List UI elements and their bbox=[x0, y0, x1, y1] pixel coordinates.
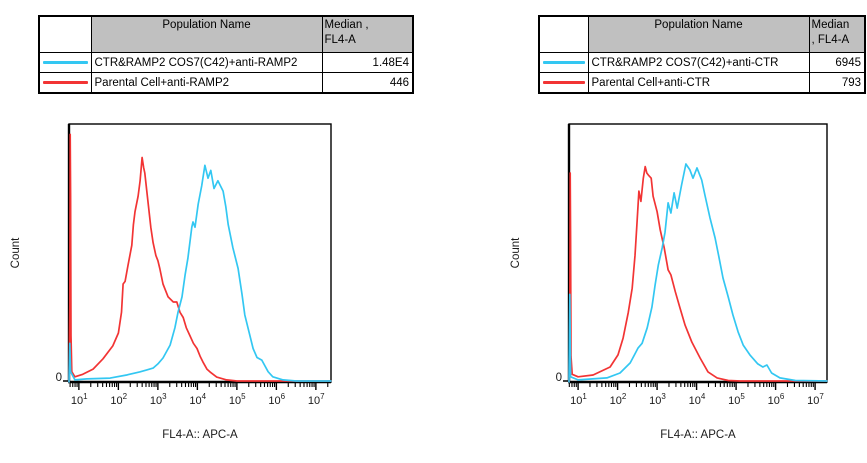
y-axis-label-count-right: Count bbox=[510, 237, 522, 269]
x-axis-ticks bbox=[568, 383, 816, 390]
x-tick-label: 103 bbox=[150, 392, 167, 407]
histogram-curve bbox=[68, 164, 332, 383]
legend-header-row: Population Name Median , FL4-A bbox=[38, 15, 414, 53]
red-series-swatch bbox=[43, 81, 88, 84]
x-tick-label: 106 bbox=[768, 392, 785, 407]
x-axis-label-right: FL4-A:: APC-A bbox=[660, 429, 736, 441]
legend-table-left: Population Name Median , FL4-A CTR&RAMP2… bbox=[38, 15, 414, 94]
plot-frame bbox=[63, 123, 332, 384]
x-tick-label: 103 bbox=[649, 392, 666, 407]
x-tick-label: 107 bbox=[807, 392, 824, 407]
median-header-line2: FL4-A bbox=[324, 34, 356, 46]
swatch-cell bbox=[38, 52, 92, 73]
x-tick-label: 107 bbox=[308, 392, 325, 407]
median-header: Median , FL4-A bbox=[321, 15, 414, 53]
median-header: Median , FL4-A bbox=[808, 15, 866, 53]
histogram-curve bbox=[68, 133, 332, 383]
swatch-cell bbox=[538, 52, 589, 73]
swatch-cell bbox=[538, 72, 589, 94]
x-tick-label: 105 bbox=[728, 392, 745, 407]
median-value: 6945 bbox=[808, 52, 866, 73]
x-tick-label: 104 bbox=[189, 392, 206, 407]
population-label: Parental Cell+anti-CTR bbox=[587, 72, 810, 94]
median-value: 1.48E4 bbox=[321, 52, 414, 73]
histogram-curves bbox=[568, 163, 828, 383]
cyan-series-swatch bbox=[43, 61, 88, 64]
legend-swatch-header-cell bbox=[38, 15, 92, 53]
x-tick-labels: 101 102 103 104 105 106 107 bbox=[570, 392, 824, 407]
legend-row-ctr-ramp2: CTR&RAMP2 COS7(C42)+anti-RAMP2 1.48E4 bbox=[38, 52, 414, 73]
population-name-header: Population Name bbox=[90, 15, 323, 53]
flow-histogram-left: 101 102 103 104 105 106 107 bbox=[63, 123, 332, 407]
flow-histogram-right: 101 102 103 104 105 106 107 bbox=[563, 123, 828, 407]
legend-row-parental: Parental Cell+anti-CTR 793 bbox=[538, 72, 866, 94]
y-zero-tick-label-left: 0 bbox=[55, 372, 62, 384]
median-header-line1: Median , bbox=[324, 19, 369, 31]
x-tick-label: 101 bbox=[71, 392, 88, 407]
legend-row-parental: Parental Cell+anti-RAMP2 446 bbox=[38, 72, 414, 94]
population-label: Parental Cell+anti-RAMP2 bbox=[90, 72, 323, 94]
plot-frame bbox=[563, 123, 828, 384]
x-tick-label: 104 bbox=[689, 392, 706, 407]
histogram-curves bbox=[68, 133, 332, 383]
x-tick-label: 106 bbox=[268, 392, 285, 407]
median-value: 446 bbox=[321, 72, 414, 94]
x-tick-label: 105 bbox=[229, 392, 246, 407]
red-series-swatch bbox=[543, 81, 585, 84]
legend-header-row: Population Name Median , FL4-A bbox=[538, 15, 866, 53]
histogram-curve bbox=[568, 163, 828, 383]
median-value: 793 bbox=[808, 72, 866, 94]
x-axis-label-left: FL4-A:: APC-A bbox=[162, 429, 238, 441]
y-zero-tick-label-right: 0 bbox=[555, 372, 562, 384]
x-tick-label: 102 bbox=[610, 392, 627, 407]
x-tick-label: 102 bbox=[110, 392, 127, 407]
y-axis-label-count-left: Count bbox=[10, 237, 22, 269]
x-tick-labels: 101 102 103 104 105 106 107 bbox=[71, 392, 325, 407]
population-label: CTR&RAMP2 COS7(C42)+anti-RAMP2 bbox=[90, 52, 323, 73]
cyan-series-swatch bbox=[543, 61, 585, 64]
histogram-curve bbox=[568, 165, 828, 383]
swatch-cell bbox=[38, 72, 92, 94]
legend-row-ctr-ramp2: CTR&RAMP2 COS7(C42)+anti-CTR 6945 bbox=[538, 52, 866, 73]
population-name-header: Population Name bbox=[587, 15, 810, 53]
population-label: CTR&RAMP2 COS7(C42)+anti-CTR bbox=[587, 52, 810, 73]
legend-table-right: Population Name Median , FL4-A CTR&RAMP2… bbox=[538, 15, 866, 94]
legend-swatch-header-cell bbox=[538, 15, 589, 53]
median-header-line2: , FL4-A bbox=[811, 34, 850, 46]
x-axis-ticks bbox=[69, 383, 329, 390]
median-header-line1: Median bbox=[811, 19, 850, 31]
x-tick-label: 101 bbox=[570, 392, 587, 407]
